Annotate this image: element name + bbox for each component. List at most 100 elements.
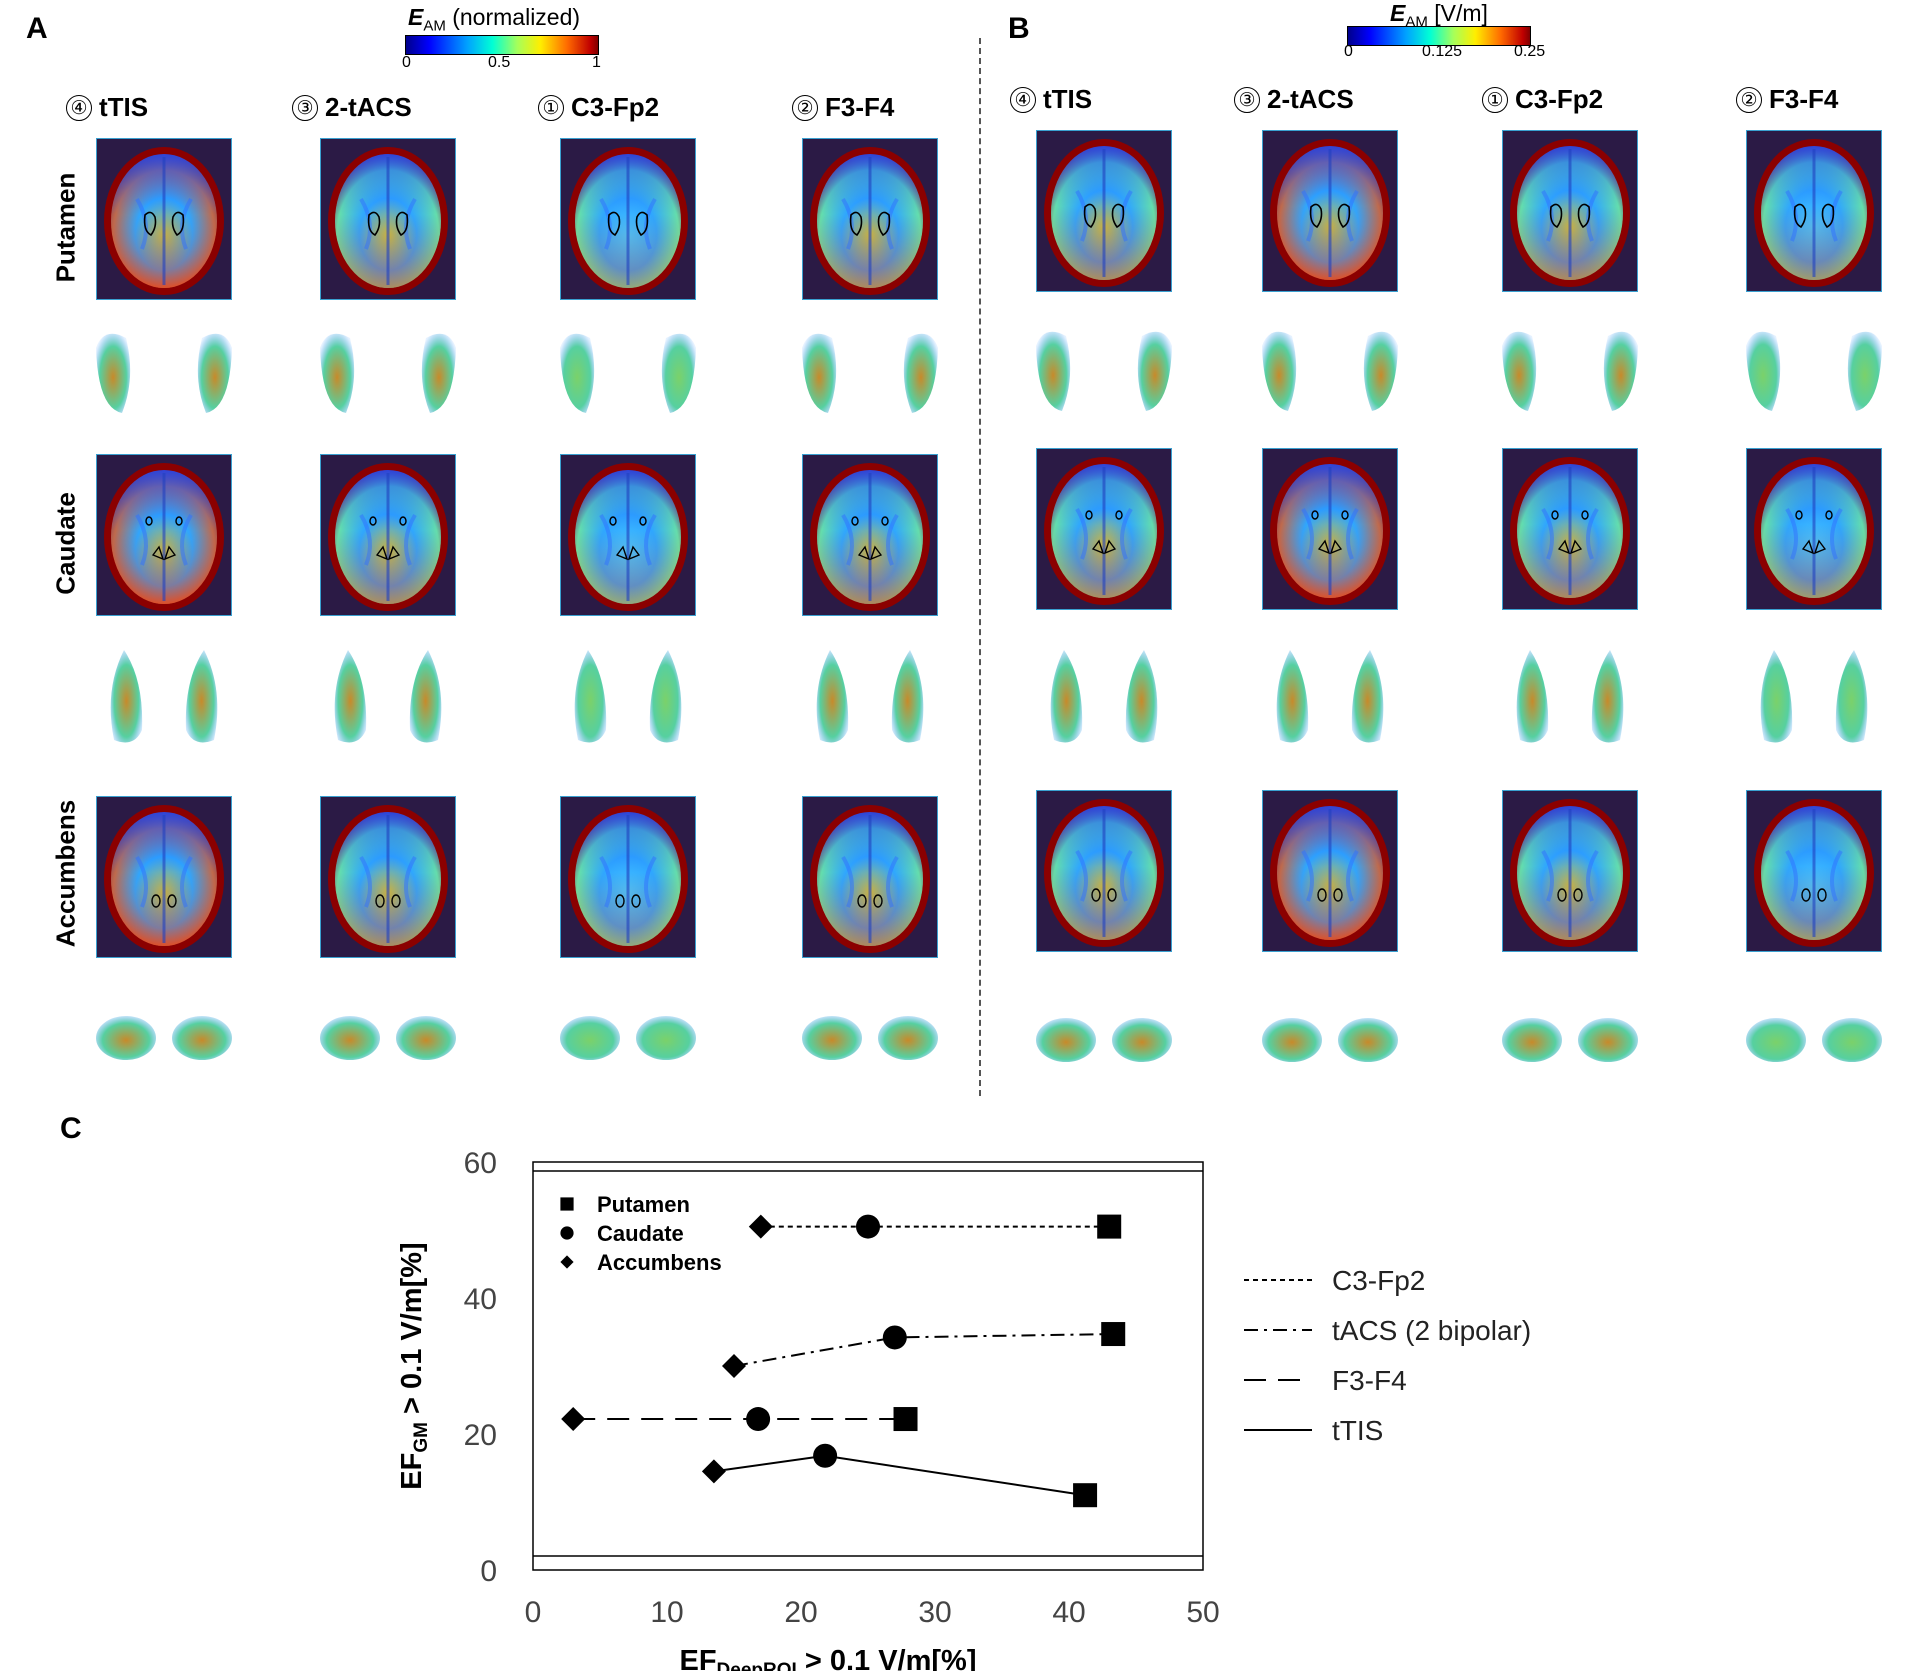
panel-a-r1c2-3d-render <box>574 650 682 743</box>
panel-a-r1c1-brain-slice <box>320 454 456 616</box>
col-number-b-3: ① <box>1482 87 1508 113</box>
row-label-accumbens: Accumbens <box>50 799 81 948</box>
plot-frame <box>532 1161 1204 1571</box>
col-header-a-2tacs: ③ 2-tACS <box>292 92 412 123</box>
data-point-putamen <box>893 1407 918 1432</box>
panel-b-r2c0-3d-render <box>1036 1018 1172 1062</box>
col-label-a-4: F3-F4 <box>825 92 895 122</box>
panel-a-r0c3-brain-slice <box>802 138 938 300</box>
panel-b-r0c0-brain-slice <box>1036 130 1172 292</box>
panel-label-c: C <box>60 1112 82 1145</box>
panel-a-r0c1-brain-slice <box>320 138 456 300</box>
panel-b-r0c3-3d-render <box>1746 331 1882 411</box>
panel-b-r2c2-brain-slice <box>1502 790 1638 952</box>
colorbar-a <box>405 35 599 55</box>
panel-b-r2c1-3d-render <box>1262 1018 1398 1062</box>
panel-a-r0c2-brain-slice <box>560 138 696 300</box>
row-label-caudate: Caudate <box>50 492 81 595</box>
panel-a-r1c2-brain-slice <box>560 454 696 616</box>
colorbar-b-tick-1: 0.125 <box>1422 43 1463 60</box>
x-tick-label: 0 <box>525 1596 542 1629</box>
row-label-putamen: Putamen <box>50 172 81 283</box>
data-point-accumbens <box>701 1459 726 1484</box>
col-number-a-3: ① <box>538 95 564 121</box>
col-number-a-1: ④ <box>66 95 92 121</box>
data-point-accumbens <box>561 1407 586 1432</box>
legend-series-label: tACS (2 bipolar) <box>1332 1315 1531 1346</box>
data-point-caudate <box>813 1443 838 1468</box>
panel-a-r0c0-3d-render <box>96 333 232 413</box>
panel-b-r0c2-brain-slice <box>1502 130 1638 292</box>
series-line-1 <box>733 1333 1114 1367</box>
x-tick-label: 40 <box>1052 1596 1085 1629</box>
y-tick-label: 40 <box>464 1283 497 1316</box>
colorbar-a-subscript: AM <box>423 17 446 35</box>
colorbar-b-symbol: E <box>1390 0 1406 26</box>
panel-b-r1c2-brain-slice <box>1502 448 1638 610</box>
colorbar-b-unit: [V/m] <box>1427 0 1488 26</box>
data-point-accumbens <box>722 1354 746 1378</box>
panel-a-r0c2-3d-render <box>560 333 696 413</box>
series-line-3 <box>713 1454 1086 1497</box>
panel-a-r2c2-brain-slice <box>560 796 696 958</box>
legend-marker-putamen <box>560 1197 574 1211</box>
panel-a-r1c3-3d-render <box>816 650 924 743</box>
colorbar-b-tick-0: 0 <box>1344 43 1353 60</box>
x-tick-label: 10 <box>650 1596 683 1629</box>
colorbar-b-tick-2: 0.25 <box>1514 43 1546 60</box>
col-number-a-2: ③ <box>292 95 318 121</box>
panel-a-r0c0-brain-slice <box>96 138 232 300</box>
col-header-b-ttis: ④ tTIS <box>1010 84 1092 115</box>
col-label-b-2: 2-tACS <box>1267 84 1354 114</box>
col-label-b-3: C3-Fp2 <box>1515 84 1604 114</box>
colorbar-a-tick-2: 1 <box>592 54 601 71</box>
panel-b-r1c0-3d-render <box>1050 650 1158 743</box>
panel-b-r2c3-brain-slice <box>1746 790 1882 952</box>
x-axis-label: EFDeepROI > 0.1 V/m[%] <box>679 1645 976 1671</box>
panel-b-r1c1-brain-slice <box>1262 448 1398 610</box>
panel-b-r1c3-brain-slice <box>1746 448 1882 610</box>
panel-a-r2c0-3d-render <box>96 1016 232 1060</box>
colorbar-b <box>1347 26 1531 46</box>
col-label-a-3: C3-Fp2 <box>571 92 660 122</box>
y-tick-label: 60 <box>464 1147 497 1180</box>
panel-a-r2c2-3d-render <box>560 1016 696 1060</box>
panel-b-r0c3-brain-slice <box>1746 130 1882 292</box>
legend-label-caudate: Caudate <box>597 1221 684 1246</box>
col-header-b-c3fp2: ① C3-Fp2 <box>1482 84 1603 115</box>
panel-b-r2c0-brain-slice <box>1036 790 1172 952</box>
data-point-caudate <box>746 1407 771 1432</box>
legend-label-accumbens: Accumbens <box>597 1250 722 1275</box>
panel-a-r2c1-brain-slice <box>320 796 456 958</box>
panel-b-r0c1-3d-render <box>1262 331 1398 411</box>
panel-a-r1c1-3d-render <box>334 650 442 743</box>
col-header-a-f3f4: ② F3-F4 <box>792 92 894 123</box>
panel-a-r0c1-3d-render <box>320 333 456 413</box>
legend-marker-accumbens <box>560 1255 574 1269</box>
col-header-a-ttis: ④ tTIS <box>66 92 148 123</box>
panel-a-r1c0-brain-slice <box>96 454 232 616</box>
panel-a-r2c0-brain-slice <box>96 796 232 958</box>
data-point-putamen <box>1073 1483 1098 1508</box>
col-number-b-1: ④ <box>1010 87 1036 113</box>
col-label-a-2: 2-tACS <box>325 92 412 122</box>
panel-b-r1c0-brain-slice <box>1036 448 1172 610</box>
panel-a-r1c3-brain-slice <box>802 454 938 616</box>
legend-series-label: tTIS <box>1332 1415 1383 1446</box>
chart-c: 0 10 20 30 40 50 0 20 40 60 EFDeepROI > 0.1 V/m[%]… <box>396 1147 1531 1671</box>
col-number-b-4: ② <box>1736 87 1762 113</box>
panel-b-r1c3-3d-render <box>1760 650 1868 743</box>
data-point-putamen <box>1101 1322 1126 1347</box>
colorbar-a-symbol: E <box>408 4 424 30</box>
panel-divider <box>979 38 981 1096</box>
colorbar-a-unit: (normalized) <box>445 4 581 30</box>
y-axis-label: EFGM > 0.1 V/m[%] <box>396 1242 432 1489</box>
col-label-b-4: F3-F4 <box>1769 84 1839 114</box>
panel-a-r2c3-brain-slice <box>802 796 938 958</box>
panel-b-r0c1-brain-slice <box>1262 130 1398 292</box>
x-tick-label: 20 <box>784 1596 817 1629</box>
panel-label-b: B <box>1008 12 1030 45</box>
col-header-b-f3f4: ② F3-F4 <box>1736 84 1838 115</box>
x-tick-label: 30 <box>918 1596 951 1629</box>
data-point-caudate <box>882 1325 907 1350</box>
